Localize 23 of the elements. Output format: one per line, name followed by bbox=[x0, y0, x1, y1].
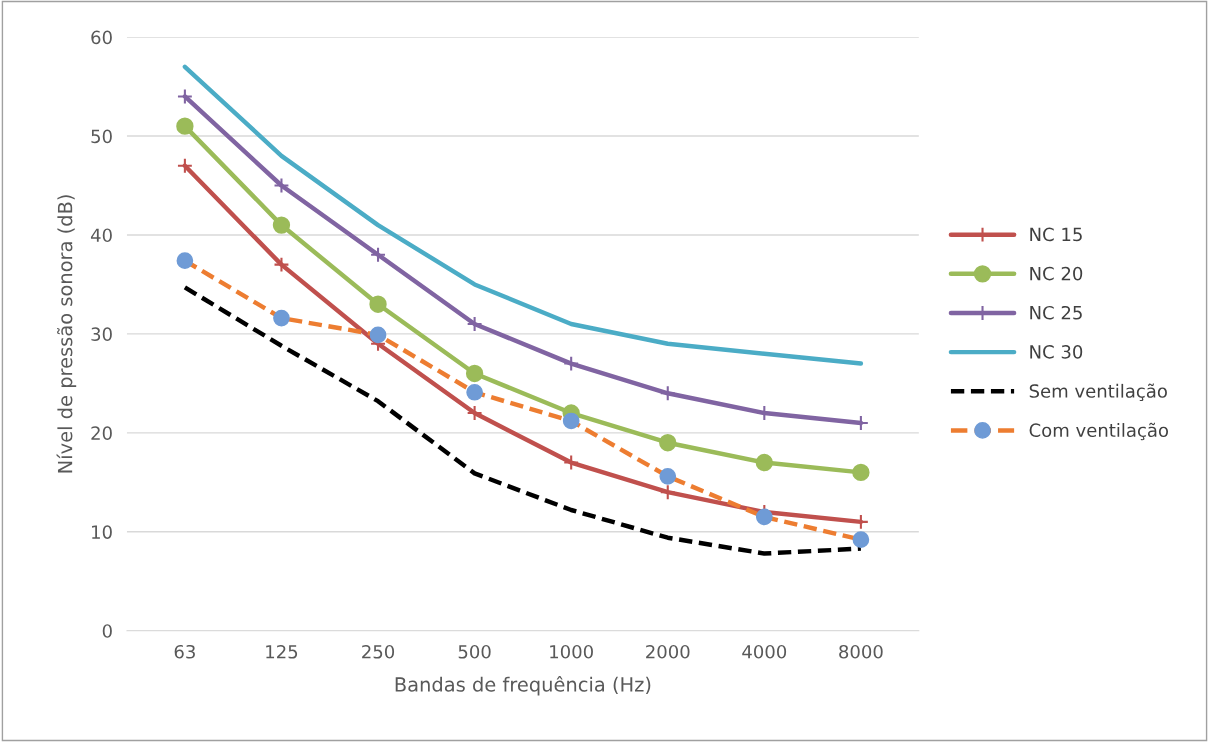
x-tick-label: 125 bbox=[266, 644, 298, 659]
y-tick-label: 10 bbox=[92, 525, 112, 539]
x-tick-label: 4000 bbox=[742, 644, 787, 659]
x-tick-label: 500 bbox=[458, 644, 491, 659]
legend-label: Sem ventilação bbox=[1029, 383, 1167, 402]
x-tick-label: 1000 bbox=[550, 644, 593, 659]
x-axis-title: Bandas de frequência (Hz) bbox=[395, 675, 651, 696]
x-tick-label: 2000 bbox=[646, 644, 690, 659]
y-tick-label: 30 bbox=[91, 327, 112, 342]
y-tick-label: 20 bbox=[91, 426, 112, 440]
legend-label: NC 15 bbox=[1030, 227, 1082, 242]
x-tick-label: 63 bbox=[174, 644, 195, 659]
legend-label: NC 30 bbox=[1030, 345, 1083, 359]
y-tick-label: 40 bbox=[90, 228, 112, 243]
y-tick-label: 0 bbox=[102, 624, 112, 638]
y-tick-label: 50 bbox=[91, 129, 112, 144]
x-tick-label: 250 bbox=[362, 644, 395, 659]
y-tick-label: 60 bbox=[91, 30, 112, 45]
legend-label: NC 25 bbox=[1030, 305, 1082, 320]
legend-label: Com ventilação bbox=[1029, 422, 1169, 441]
legend-label: NC 20 bbox=[1030, 266, 1083, 281]
x-tick-label: 8000 bbox=[839, 644, 883, 659]
y-axis-title: Nível de pressão sonora (dB) bbox=[56, 195, 77, 473]
